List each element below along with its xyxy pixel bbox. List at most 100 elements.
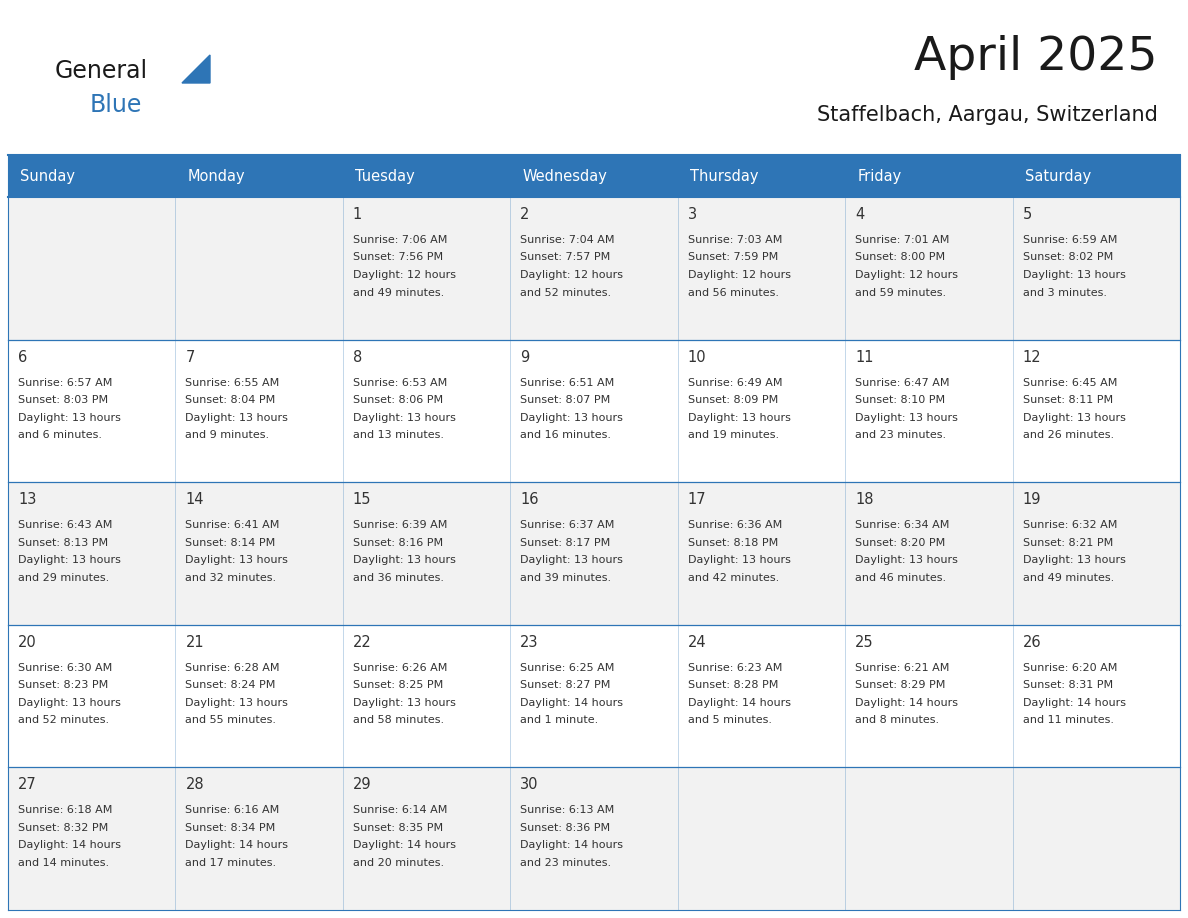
Text: 15: 15 bbox=[353, 492, 372, 508]
Text: and 6 minutes.: and 6 minutes. bbox=[18, 431, 102, 440]
Text: Sunset: 8:31 PM: Sunset: 8:31 PM bbox=[1023, 680, 1113, 690]
Bar bbox=[8, 155, 176, 197]
Bar bbox=[677, 155, 845, 197]
Text: Sunset: 8:34 PM: Sunset: 8:34 PM bbox=[185, 823, 276, 833]
Text: Daylight: 12 hours: Daylight: 12 hours bbox=[520, 270, 624, 280]
Polygon shape bbox=[182, 55, 210, 83]
Text: Daylight: 14 hours: Daylight: 14 hours bbox=[185, 840, 289, 850]
Text: Sunset: 8:28 PM: Sunset: 8:28 PM bbox=[688, 680, 778, 690]
Text: 8: 8 bbox=[353, 350, 362, 364]
Text: Sunrise: 7:04 AM: Sunrise: 7:04 AM bbox=[520, 235, 614, 245]
Bar bbox=[1012, 197, 1180, 340]
Text: and 56 minutes.: and 56 minutes. bbox=[688, 287, 778, 297]
Text: Sunset: 8:20 PM: Sunset: 8:20 PM bbox=[855, 538, 946, 548]
Text: Sunset: 8:17 PM: Sunset: 8:17 PM bbox=[520, 538, 611, 548]
Text: and 17 minutes.: and 17 minutes. bbox=[185, 858, 277, 868]
Bar bbox=[8, 767, 176, 910]
Bar bbox=[511, 767, 677, 910]
Bar bbox=[511, 155, 677, 197]
Text: Friday: Friday bbox=[858, 169, 902, 184]
Text: and 13 minutes.: and 13 minutes. bbox=[353, 431, 444, 440]
Text: 3: 3 bbox=[688, 207, 697, 222]
Bar bbox=[1012, 340, 1180, 482]
Text: Sunday: Sunday bbox=[20, 169, 75, 184]
Text: and 52 minutes.: and 52 minutes. bbox=[520, 287, 612, 297]
Bar bbox=[176, 482, 343, 625]
Text: Sunrise: 6:43 AM: Sunrise: 6:43 AM bbox=[18, 521, 113, 531]
Text: 16: 16 bbox=[520, 492, 539, 508]
Bar bbox=[677, 482, 845, 625]
Text: 14: 14 bbox=[185, 492, 204, 508]
Text: 4: 4 bbox=[855, 207, 865, 222]
Bar bbox=[845, 767, 1012, 910]
Text: Sunrise: 7:06 AM: Sunrise: 7:06 AM bbox=[353, 235, 447, 245]
Text: Sunset: 8:36 PM: Sunset: 8:36 PM bbox=[520, 823, 611, 833]
Text: Daylight: 14 hours: Daylight: 14 hours bbox=[18, 840, 121, 850]
Text: Daylight: 13 hours: Daylight: 13 hours bbox=[353, 698, 456, 708]
Text: Sunset: 8:18 PM: Sunset: 8:18 PM bbox=[688, 538, 778, 548]
Text: Sunrise: 6:34 AM: Sunrise: 6:34 AM bbox=[855, 521, 949, 531]
Text: and 8 minutes.: and 8 minutes. bbox=[855, 715, 940, 725]
Text: Staffelbach, Aargau, Switzerland: Staffelbach, Aargau, Switzerland bbox=[817, 105, 1158, 125]
Text: 12: 12 bbox=[1023, 350, 1041, 364]
Text: Sunset: 8:27 PM: Sunset: 8:27 PM bbox=[520, 680, 611, 690]
Text: and 5 minutes.: and 5 minutes. bbox=[688, 715, 772, 725]
Text: Sunrise: 6:36 AM: Sunrise: 6:36 AM bbox=[688, 521, 782, 531]
Bar bbox=[1012, 482, 1180, 625]
Text: 2: 2 bbox=[520, 207, 530, 222]
Text: and 14 minutes.: and 14 minutes. bbox=[18, 858, 109, 868]
Text: Daylight: 14 hours: Daylight: 14 hours bbox=[688, 698, 791, 708]
Bar bbox=[845, 155, 1012, 197]
Text: Thursday: Thursday bbox=[690, 169, 758, 184]
Text: 22: 22 bbox=[353, 635, 372, 650]
Text: Daylight: 14 hours: Daylight: 14 hours bbox=[520, 840, 624, 850]
Text: 1: 1 bbox=[353, 207, 362, 222]
Text: 10: 10 bbox=[688, 350, 707, 364]
Text: Sunset: 8:11 PM: Sunset: 8:11 PM bbox=[1023, 395, 1113, 405]
Text: Sunrise: 6:57 AM: Sunrise: 6:57 AM bbox=[18, 377, 113, 387]
Text: Daylight: 13 hours: Daylight: 13 hours bbox=[688, 412, 790, 422]
Text: Daylight: 13 hours: Daylight: 13 hours bbox=[18, 555, 121, 565]
Text: Sunset: 8:02 PM: Sunset: 8:02 PM bbox=[1023, 252, 1113, 263]
Text: Sunset: 8:21 PM: Sunset: 8:21 PM bbox=[1023, 538, 1113, 548]
Text: and 9 minutes.: and 9 minutes. bbox=[185, 431, 270, 440]
Text: Sunset: 8:00 PM: Sunset: 8:00 PM bbox=[855, 252, 946, 263]
Text: and 29 minutes.: and 29 minutes. bbox=[18, 573, 109, 583]
Text: Daylight: 13 hours: Daylight: 13 hours bbox=[18, 412, 121, 422]
Bar bbox=[8, 340, 176, 482]
Bar bbox=[176, 340, 343, 482]
Text: 17: 17 bbox=[688, 492, 707, 508]
Text: Sunrise: 6:26 AM: Sunrise: 6:26 AM bbox=[353, 663, 447, 673]
Text: Sunrise: 6:23 AM: Sunrise: 6:23 AM bbox=[688, 663, 782, 673]
Text: 5: 5 bbox=[1023, 207, 1032, 222]
Text: Daylight: 13 hours: Daylight: 13 hours bbox=[353, 555, 456, 565]
Text: Daylight: 12 hours: Daylight: 12 hours bbox=[855, 270, 959, 280]
Text: Sunrise: 6:45 AM: Sunrise: 6:45 AM bbox=[1023, 377, 1117, 387]
Bar bbox=[176, 625, 343, 767]
Text: General: General bbox=[55, 59, 148, 83]
Text: April 2025: April 2025 bbox=[915, 35, 1158, 80]
Text: Sunset: 7:56 PM: Sunset: 7:56 PM bbox=[353, 252, 443, 263]
Text: Sunrise: 7:03 AM: Sunrise: 7:03 AM bbox=[688, 235, 782, 245]
Text: and 52 minutes.: and 52 minutes. bbox=[18, 715, 109, 725]
Text: Daylight: 13 hours: Daylight: 13 hours bbox=[520, 412, 624, 422]
Bar bbox=[343, 197, 511, 340]
Text: 11: 11 bbox=[855, 350, 873, 364]
Text: 29: 29 bbox=[353, 778, 372, 792]
Text: Daylight: 13 hours: Daylight: 13 hours bbox=[353, 412, 456, 422]
Text: Sunset: 8:07 PM: Sunset: 8:07 PM bbox=[520, 395, 611, 405]
Text: Sunrise: 6:13 AM: Sunrise: 6:13 AM bbox=[520, 805, 614, 815]
Bar bbox=[1012, 155, 1180, 197]
Bar bbox=[511, 625, 677, 767]
Bar bbox=[8, 197, 176, 340]
Text: Sunset: 8:23 PM: Sunset: 8:23 PM bbox=[18, 680, 108, 690]
Bar bbox=[343, 155, 511, 197]
Bar bbox=[511, 197, 677, 340]
Text: Blue: Blue bbox=[90, 93, 143, 117]
Text: Daylight: 13 hours: Daylight: 13 hours bbox=[185, 698, 289, 708]
Text: Sunrise: 6:55 AM: Sunrise: 6:55 AM bbox=[185, 377, 279, 387]
Text: Sunrise: 6:49 AM: Sunrise: 6:49 AM bbox=[688, 377, 782, 387]
Text: Sunrise: 6:39 AM: Sunrise: 6:39 AM bbox=[353, 521, 447, 531]
Bar bbox=[677, 197, 845, 340]
Text: Daylight: 12 hours: Daylight: 12 hours bbox=[688, 270, 791, 280]
